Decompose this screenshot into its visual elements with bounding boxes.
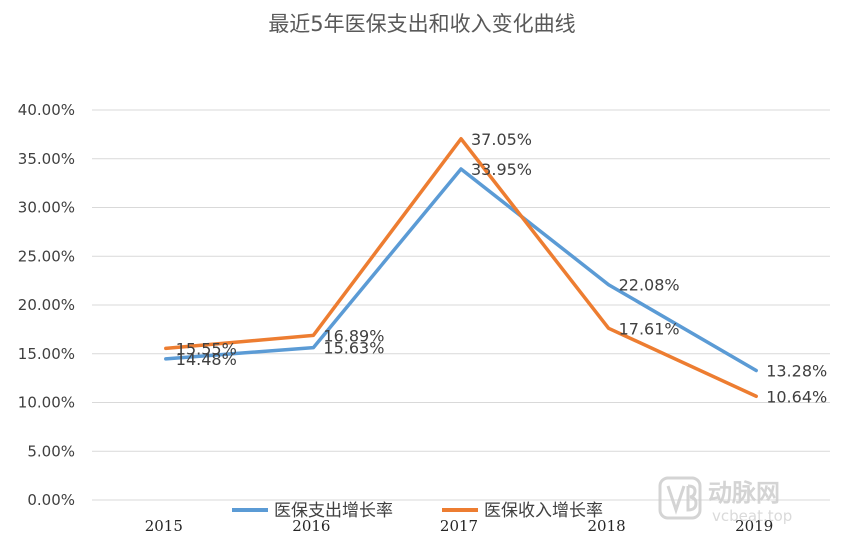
legend-label: 医保收入增长率 — [484, 501, 603, 521]
series-line-2 — [164, 137, 758, 399]
y-tick-label: 0.00% — [27, 491, 75, 509]
data-label: 16.89% — [323, 326, 384, 345]
legend: 医保支出增长率 医保收入增长率 — [232, 501, 603, 521]
vb-logo-icon — [658, 476, 702, 520]
data-labels: 14.48% 15.63% 33.95% 22.08% 13.28% 15.55% 16.8… — [176, 130, 827, 406]
y-tick-label: 15.00% — [18, 345, 75, 363]
data-label: 15.63% — [323, 339, 384, 358]
x-tick-label: 2016 — [292, 517, 330, 535]
y-tick-label: 40.00% — [18, 101, 75, 119]
data-label: 37.05% — [471, 130, 532, 149]
data-label: 14.48% — [176, 350, 237, 369]
series-lines — [164, 137, 758, 399]
y-tick-label: 30.00% — [18, 199, 75, 217]
x-tick-label: 2018 — [588, 517, 626, 535]
watermark-brand: 动脉网 — [708, 479, 780, 507]
data-label: 33.95% — [471, 160, 532, 179]
y-tick-label: 10.00% — [18, 394, 75, 412]
data-label: 15.55% — [176, 339, 237, 358]
watermark: 动脉网 vcbeat.top — [658, 476, 792, 525]
data-label: 13.28% — [766, 362, 827, 381]
watermark-url: vcbeat.top — [712, 507, 792, 525]
y-tick-label: 25.00% — [18, 247, 75, 265]
x-tick-label: 2017 — [440, 517, 478, 535]
legend-label: 医保支出增长率 — [274, 501, 393, 521]
y-tick-label: 5.00% — [27, 442, 75, 460]
data-label: 10.64% — [766, 387, 827, 406]
x-axis-tick-labels: 2015 2016 2017 2018 2019 — [145, 517, 774, 535]
x-tick-label: 2015 — [145, 517, 183, 535]
chart-title: 最近5年医保支出和收入变化曲线 — [268, 12, 575, 36]
y-tick-label: 35.00% — [18, 150, 75, 168]
y-axis-tick-labels: 0.00% 5.00% 10.00% 15.00% 20.00% 25.00% 30.00%… — [18, 101, 75, 509]
series-line-1 — [164, 167, 758, 373]
data-label: 17.61% — [619, 319, 680, 338]
data-label: 22.08% — [619, 276, 680, 295]
x-tick-label: 2019 — [735, 517, 773, 535]
y-tick-label: 20.00% — [18, 296, 75, 314]
